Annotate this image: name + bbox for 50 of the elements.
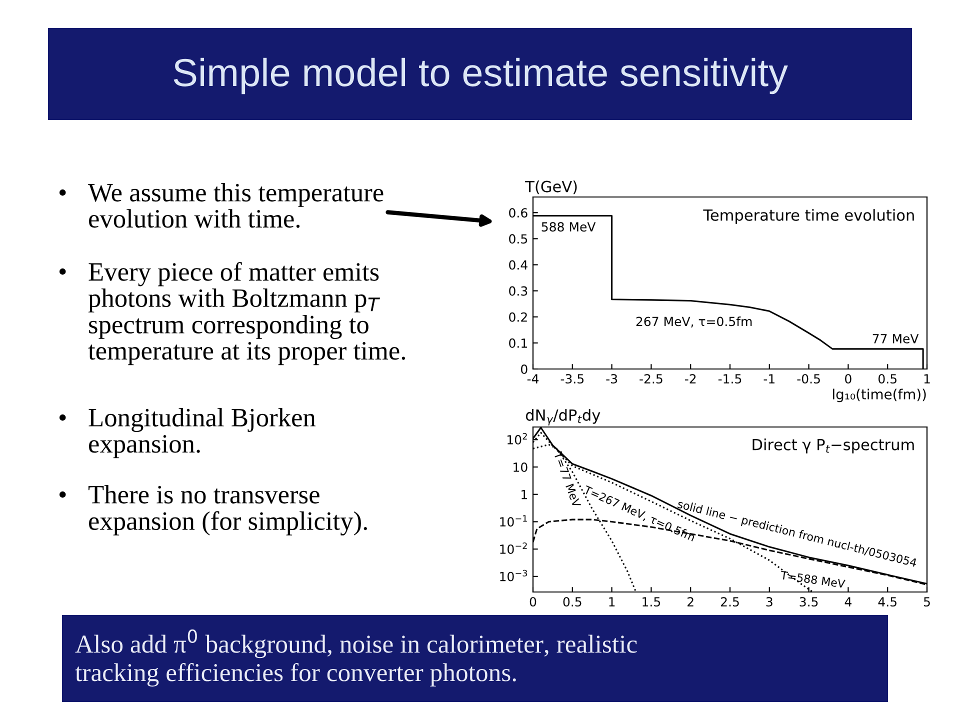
- text: Simple model to estimate sensitivity: [174, 58, 788, 94]
- x-tick-label: 0.5: [563, 597, 582, 607]
- y-tick-label: 10$^{2}$: [508, 433, 527, 444]
- y-tick-label: 0: [521, 364, 528, 374]
- x-tick-label: 1.5: [642, 597, 660, 607]
- x-tick-label: -3: [606, 374, 618, 384]
- x-tick-label: 2.5: [720, 597, 739, 607]
- text: • Every piece of matter emits photons with Boltzmann p$_{T}$ spectrum corresponding to temperature at its proper time.: [59, 262, 405, 366]
- annotation: 77 MeV: [872, 334, 919, 344]
- x-tick-label: 2: [688, 597, 694, 606]
- y-tick-label: 0.3: [509, 286, 528, 296]
- text: • We assume this temperature evolution with time.: [59, 183, 384, 228]
- x-tick-label: -3.5: [560, 374, 584, 384]
- x-tick-label: 4: [844, 597, 852, 606]
- y-tick-label: 1: [522, 490, 527, 500]
- y-tick-label: 10$^{−1}$: [500, 515, 527, 527]
- y-tick-label: 10$^{−3}$: [500, 570, 527, 582]
- text: Direct γ P$_{t}$−spectrum: [752, 438, 914, 454]
- y-axis-title: T(GeV): [525, 180, 577, 194]
- y-tick-label: 10$^{−2}$: [500, 542, 527, 554]
- x-tick-label: -4: [527, 374, 539, 384]
- x-tick-label: 0: [530, 597, 536, 607]
- text: Temperature time evolution: [703, 209, 914, 224]
- x-tick-label: 1: [924, 374, 930, 384]
- x-tick-label: -2.5: [640, 374, 662, 384]
- y-tick-label: 0.6: [509, 208, 528, 218]
- y-tick-label: 0.2: [509, 312, 527, 322]
- y-tick-label: 0.1: [509, 338, 527, 348]
- text: • Longitudinal Bjorken expansion.: [59, 408, 316, 458]
- annotation: T=588 MeV: [780, 570, 846, 588]
- text: Also add π$^{0}$ background, noise in calorimeter, realistic tracking efficiencies for converter photons.: [75, 629, 637, 687]
- text: • There is no transverse expansion (for simplicity).: [59, 485, 367, 536]
- x-tick-label: 4.5: [878, 597, 896, 607]
- x-axis-title: lg₁₀(time(fm)): [833, 388, 926, 402]
- y-tick-label: 0.4: [509, 260, 528, 270]
- x-tick-label: 3: [766, 597, 772, 607]
- x-tick-label: -1: [764, 374, 774, 384]
- x-tick-label: -1.5: [718, 374, 742, 384]
- x-tick-label: 3.5: [800, 597, 818, 607]
- x-tick-label: 1: [609, 597, 615, 606]
- y-tick-label: 0.5: [509, 234, 528, 244]
- x-tick-label: 0.5: [878, 374, 896, 384]
- annotation: 588 MeV: [542, 222, 596, 232]
- x-tick-label: 5: [924, 597, 930, 607]
- x-tick-label: -2: [684, 374, 696, 384]
- y-tick-label: 10: [514, 462, 528, 472]
- y-axis-title: dN$_{γ}$/dP$_{t}$dy: [526, 409, 600, 426]
- x-tick-label: -0.5: [797, 374, 820, 384]
- annotation: 267 MeV, τ=0.5fm: [636, 316, 752, 328]
- x-tick-label: 0: [845, 374, 852, 384]
